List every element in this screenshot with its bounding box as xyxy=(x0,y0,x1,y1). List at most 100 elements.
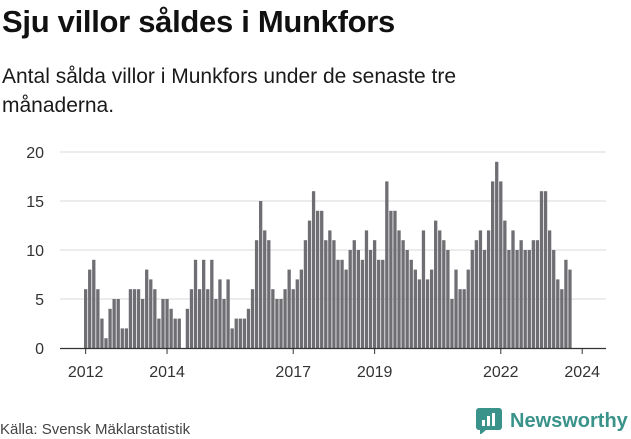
y-tick-label: 5 xyxy=(35,292,44,309)
bar xyxy=(466,269,470,348)
bar xyxy=(450,299,454,348)
bar xyxy=(242,318,247,348)
bar xyxy=(145,269,149,348)
bar xyxy=(372,240,377,348)
bar xyxy=(381,259,385,348)
bar xyxy=(295,279,299,348)
bar xyxy=(92,259,96,348)
bar xyxy=(499,181,503,348)
bar xyxy=(364,230,369,348)
bar xyxy=(271,289,275,348)
bar xyxy=(140,299,145,348)
bar xyxy=(307,220,312,348)
bar xyxy=(389,210,393,348)
bar xyxy=(234,318,238,348)
y-axis-labels: 0 5 10 15 20 xyxy=(26,145,44,358)
bar xyxy=(189,289,194,348)
newsworthy-logo-icon xyxy=(476,408,502,434)
bar xyxy=(279,299,283,348)
bar xyxy=(523,250,527,348)
bar xyxy=(161,299,165,348)
bar xyxy=(438,230,442,348)
bar xyxy=(397,230,401,348)
bar xyxy=(315,210,320,348)
bar xyxy=(177,318,181,348)
bar xyxy=(425,279,430,348)
bar xyxy=(320,210,324,348)
bar xyxy=(299,269,304,348)
bar xyxy=(311,191,316,348)
bar xyxy=(393,210,397,348)
bar xyxy=(210,259,214,348)
bar xyxy=(202,259,206,348)
bar xyxy=(495,161,499,348)
bar xyxy=(385,181,389,348)
bar xyxy=(332,240,336,348)
bar xyxy=(259,201,263,348)
bar xyxy=(478,230,483,348)
bar xyxy=(328,230,332,348)
bar xyxy=(458,289,462,348)
bar xyxy=(222,299,226,348)
y-tick-label: 0 xyxy=(35,341,44,358)
bar xyxy=(539,191,544,348)
bar xyxy=(185,308,190,348)
bar xyxy=(230,328,234,348)
bar xyxy=(417,279,422,348)
bar xyxy=(368,250,373,348)
bar xyxy=(263,230,267,348)
bar xyxy=(421,230,426,348)
bar xyxy=(552,250,556,348)
bar xyxy=(519,240,523,348)
bar xyxy=(275,299,279,348)
bar xyxy=(564,259,568,348)
bar xyxy=(336,259,340,348)
bar xyxy=(267,240,271,348)
bar xyxy=(442,240,446,348)
bar xyxy=(254,240,259,348)
bar xyxy=(112,299,116,348)
x-tick-label: 2024 xyxy=(564,364,600,381)
bar xyxy=(503,220,507,348)
bar xyxy=(405,250,409,348)
bar xyxy=(303,240,308,348)
x-tick-label: 2014 xyxy=(149,364,185,381)
brand-name: Newsworthy xyxy=(510,409,628,432)
bar xyxy=(149,279,153,348)
source-note: Källa: Svensk Mäklarstatistik xyxy=(0,421,191,438)
bar xyxy=(104,338,108,348)
bar xyxy=(132,289,137,348)
bar xyxy=(287,269,291,348)
bar xyxy=(291,289,295,348)
bar xyxy=(246,308,251,348)
bar xyxy=(226,279,230,348)
x-tick-label: 2017 xyxy=(275,364,311,381)
bar xyxy=(474,240,479,348)
bar xyxy=(482,250,487,348)
bar xyxy=(100,318,104,348)
bar xyxy=(218,279,222,348)
bar xyxy=(515,250,519,348)
chart-title: Sju villor såldes i Munkfors xyxy=(2,4,395,39)
y-tick-label: 20 xyxy=(26,145,44,162)
bar xyxy=(356,250,360,348)
bar xyxy=(486,230,491,348)
bar xyxy=(401,240,405,348)
bar xyxy=(283,289,287,348)
bar xyxy=(429,269,434,348)
x-tick-label: 2012 xyxy=(68,364,104,381)
bar xyxy=(116,299,120,348)
x-axis-labels: 2012 2014 2017 2019 2022 2024 xyxy=(68,348,600,381)
bar xyxy=(84,289,88,348)
bar xyxy=(531,240,535,348)
bar xyxy=(173,318,177,348)
bar xyxy=(491,181,495,348)
bar xyxy=(88,269,92,348)
bar xyxy=(470,250,474,348)
y-tick-label: 10 xyxy=(26,243,44,260)
bar xyxy=(120,328,124,348)
bar xyxy=(462,289,466,348)
bar xyxy=(169,308,173,348)
bar xyxy=(413,269,417,348)
